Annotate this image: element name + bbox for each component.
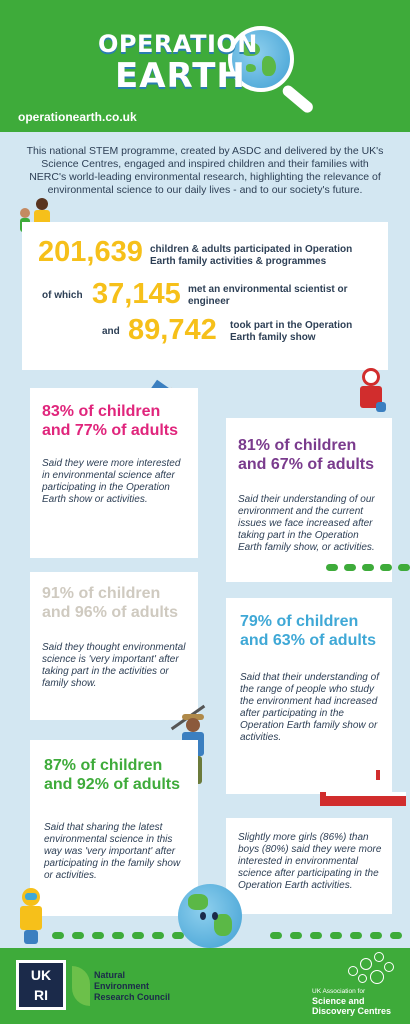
nerc-line3: Research Council (94, 992, 171, 1002)
stat-card-sharing-science: 87% of children and 92% of adults Said t… (30, 740, 198, 916)
card-description: Said that their understanding of the ran… (240, 672, 379, 743)
ukri-logo-line1: UK (30, 967, 52, 983)
header-banner: OPERATION EARTH operationearth.co.uk (0, 0, 410, 132)
ukri-logo-line2: RI (34, 987, 48, 1003)
asdc-circles-icon (346, 952, 396, 986)
nerc-logo-text: Natural Environment Research Council (94, 970, 170, 1003)
total-participants-value: 201,639 (38, 236, 143, 268)
total-participants-text: children & adults participated in Operat… (150, 244, 353, 267)
card-description: Said their understanding of our environm… (238, 494, 375, 553)
stat-card-range-of-people: 79% of children and 63% of adults Said t… (226, 598, 392, 794)
asdc-line2: Discovery Centres (312, 1006, 392, 1016)
nerc-line2: Environment (94, 981, 150, 991)
dotted-divider-bottom-right (270, 932, 410, 940)
diver-icon (14, 888, 48, 944)
magnifier-handle-icon (280, 83, 316, 115)
card-description: Slightly more girls (86%) than boys (80%… (238, 832, 382, 891)
met-prefix: of which (42, 290, 83, 301)
earth-mascot-icon (178, 884, 242, 948)
card-headline: 83% of children and 77% of adults (42, 403, 179, 439)
card-headline: 79% of children and 63% of adults (240, 613, 377, 649)
card-description: Said they were more interested in enviro… (42, 458, 181, 505)
show-prefix: and (102, 326, 120, 337)
card-description: Said they thought environmental science … (42, 642, 186, 689)
website-link[interactable]: operationearth.co.uk (18, 110, 137, 124)
logo-earth: EARTH (115, 56, 246, 96)
card-description: Said that sharing the latest environment… (44, 822, 181, 881)
footer-banner: UK RI Natural Environment Research Counc… (0, 948, 410, 1024)
nerc-leaf-icon (72, 966, 90, 1006)
met-scientist-text: met an environmental scientist or engine… (188, 284, 348, 307)
card-headline: 81% of children and 67% of adults (238, 437, 375, 473)
family-show-value: 89,742 (128, 314, 217, 346)
stat-card-interest: 83% of children and 77% of adults Said t… (30, 388, 198, 558)
arctic-explorer-icon (356, 366, 386, 416)
intro-paragraph: This national STEM programme, created by… (26, 145, 384, 196)
participation-stats-box: 201,639 children & adults participated i… (22, 222, 388, 370)
research-ship-icon (320, 770, 410, 810)
stat-card-understanding: 81% of children and 67% of adults Said t… (226, 418, 392, 582)
dotted-divider-bottom (52, 932, 252, 940)
card-headline: 87% of children and 92% of adults (44, 757, 181, 793)
family-show-text: took part in the Operation Earth family … (230, 320, 353, 343)
stat-card-importance: 91% of children and 96% of adults Said t… (30, 572, 198, 720)
dotted-divider (326, 564, 410, 572)
card-headline: 91% of children and 96% of adults (42, 585, 179, 621)
ukri-logo: UK RI (16, 960, 66, 1010)
globe-icon (228, 26, 294, 92)
met-scientist-value: 37,145 (92, 278, 181, 310)
nerc-line1: Natural (94, 970, 126, 980)
asdc-association-text: UK Association for (312, 988, 366, 995)
stat-card-girls-vs-boys: Slightly more girls (86%) than boys (80%… (226, 818, 392, 914)
logo-operation: OPERATION (98, 30, 258, 58)
asdc-logo-text: Science and Discovery Centres (312, 996, 391, 1016)
asdc-line1: Science and (312, 996, 365, 1006)
